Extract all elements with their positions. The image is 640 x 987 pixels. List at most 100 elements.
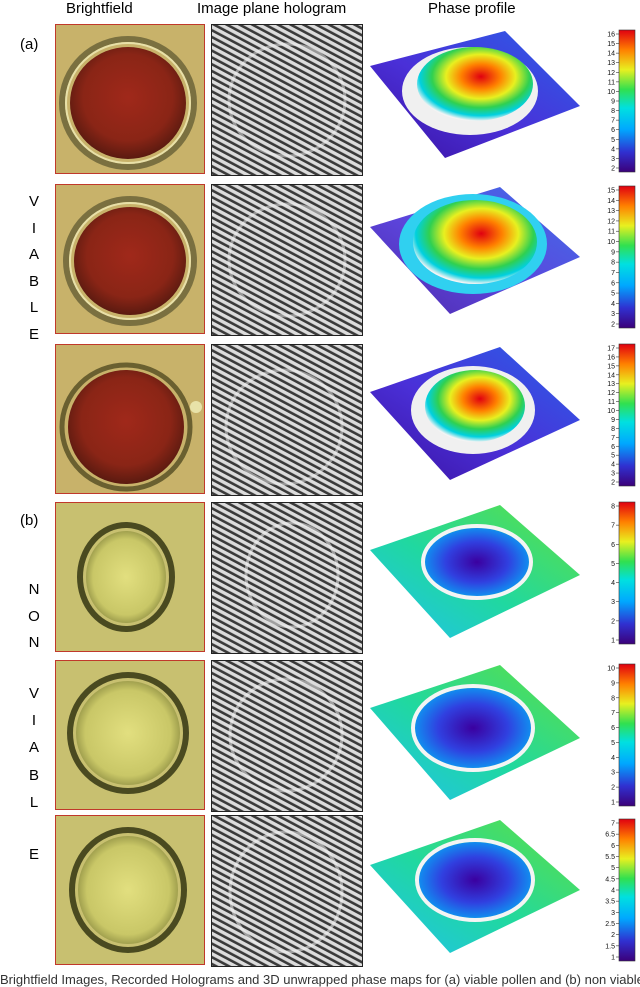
colorbar-tick-label: 13 <box>607 60 615 67</box>
colorbar-tick-label: 7 <box>611 710 615 717</box>
phase-profile-3d <box>365 342 585 492</box>
colorbar-gradient <box>618 343 636 487</box>
colorbar-tick-label: 6 <box>611 725 615 732</box>
colorbar-tick-label: 4.5 <box>605 876 615 883</box>
colorbar: 17 16 15 14 13 12 11 10 9 8 7 6 5 4 3 2 <box>587 340 639 492</box>
colorbar-tick-label: 1 <box>611 638 615 645</box>
hologram-header: Image plane hologram <box>197 0 347 17</box>
brightfield-image <box>55 24 205 174</box>
nonviable-letter: N <box>28 634 40 651</box>
colorbar-tick-label: 13 <box>607 208 615 215</box>
colorbar-tick-label: 16 <box>607 354 615 361</box>
colorbar-gradient <box>618 663 636 807</box>
hologram-image <box>211 344 363 496</box>
hologram-image <box>211 502 363 654</box>
colorbar-tick-label: 3 <box>611 910 615 917</box>
colorbar-tick-label: 3 <box>611 156 615 163</box>
colorbar-gradient <box>618 29 636 173</box>
colorbar-tick-label: 9 <box>611 680 615 687</box>
group-a-label: (a) <box>20 36 39 53</box>
viable-letter: E <box>28 326 39 343</box>
brightfield-header: Brightfield <box>66 0 133 17</box>
colorbar-tick-label: 7 <box>611 435 615 442</box>
colorbar-tick-label: 12 <box>607 70 615 77</box>
colorbar-tick-label: 10 <box>607 239 615 246</box>
group-b-label: (b) <box>20 512 39 529</box>
colorbar-tick-label: 11 <box>608 399 615 406</box>
colorbar-tick-label: 6 <box>611 444 615 451</box>
nonviable-letter: E <box>28 846 39 863</box>
colorbar-tick-label: 5 <box>611 137 615 144</box>
viable-letter: L <box>29 299 39 316</box>
colorbar-svg: 7 6.5 6 5.5 5 4.5 4 3.5 3 2.5 2 1.5 1 <box>605 818 636 962</box>
colorbar-tick-label: 3.5 <box>605 899 615 906</box>
nonviable-letter: B <box>28 767 39 784</box>
viable-letter: A <box>28 246 39 263</box>
colorbar-gradient <box>618 185 636 329</box>
colorbar-tick-label: 5 <box>611 453 615 460</box>
colorbar-tick-label: 10 <box>607 666 615 673</box>
colorbar-tick-label: 16 <box>607 32 615 39</box>
colorbar-tick-label: 2 <box>611 932 615 939</box>
colorbar-tick-label: 11 <box>608 229 615 236</box>
nonviable-letter: O <box>28 608 40 625</box>
colorbar-gradient <box>618 501 636 645</box>
colorbar-tick-label: 10 <box>607 89 615 96</box>
colorbar-tick-label: 3 <box>611 311 615 318</box>
colorbar: 7 6.5 6 5.5 5 4.5 4 3.5 3 2.5 2 1.5 1 <box>587 815 639 967</box>
colorbar-tick-label: 5 <box>611 740 615 747</box>
colorbar-tick-label: 6 <box>611 127 615 134</box>
brightfield-image <box>55 184 205 334</box>
colorbar-tick-label: 12 <box>607 390 615 397</box>
colorbar-tick-label: 5 <box>611 291 615 298</box>
colorbar-svg: 8 7 6 5 4 3 2 1 <box>611 501 636 645</box>
colorbar-tick-label: 8 <box>611 426 615 433</box>
colorbar-tick-label: 2.5 <box>605 921 615 928</box>
colorbar-tick-label: 4 <box>611 888 615 895</box>
nonviable-letter: I <box>31 712 37 729</box>
colorbar-tick-label: 8 <box>611 260 615 267</box>
colorbar-svg: 16 15 14 13 12 11 10 9 8 7 6 5 4 3 2 <box>607 29 636 173</box>
colorbar-tick-label: 15 <box>607 363 615 370</box>
colorbar-tick-label: 13 <box>607 381 615 388</box>
colorbar-tick-label: 9 <box>611 99 615 106</box>
colorbar-tick-label: 3 <box>611 471 615 478</box>
phase-profile-header: Phase profile <box>428 0 516 17</box>
colorbar-tick-label: 2 <box>611 785 615 792</box>
colorbar-tick-label: 5 <box>611 561 615 568</box>
colorbar-tick-label: 5.5 <box>605 854 615 861</box>
viable-letter: I <box>31 220 37 237</box>
colorbar-tick-label: 14 <box>607 198 615 205</box>
figure-caption: Brightfield Images, Recorded Holograms a… <box>0 972 640 987</box>
brightfield-image <box>55 660 205 810</box>
colorbar-tick-label: 2 <box>611 322 615 329</box>
colorbar-tick-label: 7 <box>611 118 615 125</box>
colorbar-tick-label: 1 <box>611 955 615 962</box>
colorbar-tick-label: 6 <box>611 843 615 850</box>
colorbar-tick-label: 8 <box>611 504 615 511</box>
colorbar-tick-label: 4 <box>611 755 615 762</box>
colorbar-tick-label: 17 <box>607 346 615 353</box>
colorbar-tick-label: 2 <box>611 480 615 487</box>
colorbar-tick-label: 4 <box>611 301 615 308</box>
phase-profile-3d <box>365 500 585 650</box>
colorbar-tick-label: 5 <box>611 865 615 872</box>
colorbar-tick-label: 8 <box>611 695 615 702</box>
colorbar-tick-label: 6 <box>611 542 615 549</box>
nonviable-letter: L <box>29 794 39 811</box>
nonviable-letter: V <box>28 685 39 702</box>
colorbar-tick-label: 4 <box>611 146 615 153</box>
colorbar: 15 14 13 12 11 10 9 8 7 6 5 4 3 2 <box>587 182 639 334</box>
phase-profile-3d <box>365 26 585 176</box>
colorbar-tick-label: 8 <box>611 108 615 115</box>
colorbar-tick-label: 9 <box>611 417 615 424</box>
colorbar: 10 9 8 7 6 5 4 3 2 1 <box>587 660 639 812</box>
hologram-image <box>211 815 363 967</box>
colorbar-tick-label: 7 <box>611 270 615 277</box>
colorbar-tick-label: 1 <box>611 800 615 807</box>
colorbar-svg: 10 9 8 7 6 5 4 3 2 1 <box>607 663 636 807</box>
colorbar-tick-label: 15 <box>607 188 615 195</box>
viable-letter: B <box>28 273 39 290</box>
phase-profile-3d <box>365 815 585 965</box>
brightfield-image <box>55 815 205 965</box>
